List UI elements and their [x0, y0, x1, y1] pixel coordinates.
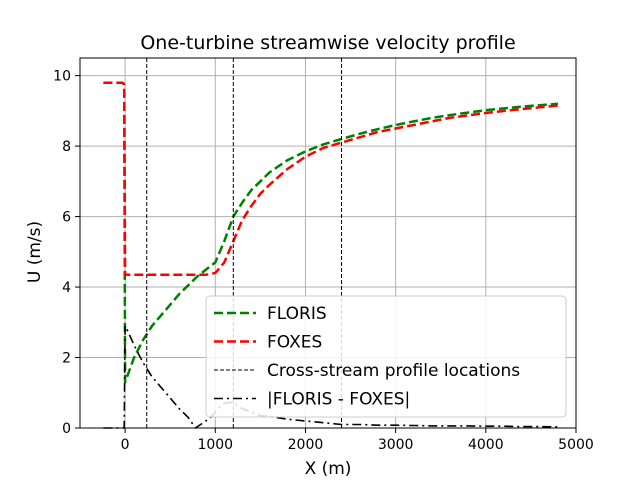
series-line-1 [103, 81, 559, 276]
x-tick-label: 4000 [468, 437, 504, 453]
y-tick-label: 6 [62, 210, 71, 226]
chart-title: One-turbine streamwise velocity profile [140, 32, 515, 54]
legend-label: |FLORIS - FOXES| [267, 390, 410, 410]
legend-box [205, 295, 567, 418]
plot-frame [79, 57, 577, 429]
grid [80, 58, 577, 429]
y-tick-label: 4 [62, 280, 71, 296]
y-tick-label: 0 [62, 421, 71, 437]
y-tick-label: 2 [62, 351, 71, 367]
x-axis-label: X (m) [305, 459, 352, 479]
y-axis-label: U (m/s) [25, 221, 45, 283]
legend-label: FLORIS [267, 304, 327, 324]
legend-label: Cross-stream profile locations [267, 361, 520, 381]
x-tick-label: 0 [121, 437, 130, 453]
x-tick-label: 2000 [288, 437, 324, 453]
x-tick-label: 5000 [558, 437, 594, 453]
legend-label: FOXES [267, 333, 322, 353]
axis-ticks: 0 1000 2000 3000 4000 5000 0 2 4 6 8 10 [53, 69, 594, 453]
series-line-0 [103, 81, 559, 384]
y-tick-label: 10 [53, 69, 71, 85]
series-line-3 [103, 324, 559, 429]
legend: FLORIS FOXES Cross-stream profile location… [205, 295, 567, 418]
x-tick-label: 3000 [378, 437, 414, 453]
y-tick-label: 8 [62, 139, 71, 155]
x-tick-label: 1000 [197, 437, 233, 453]
